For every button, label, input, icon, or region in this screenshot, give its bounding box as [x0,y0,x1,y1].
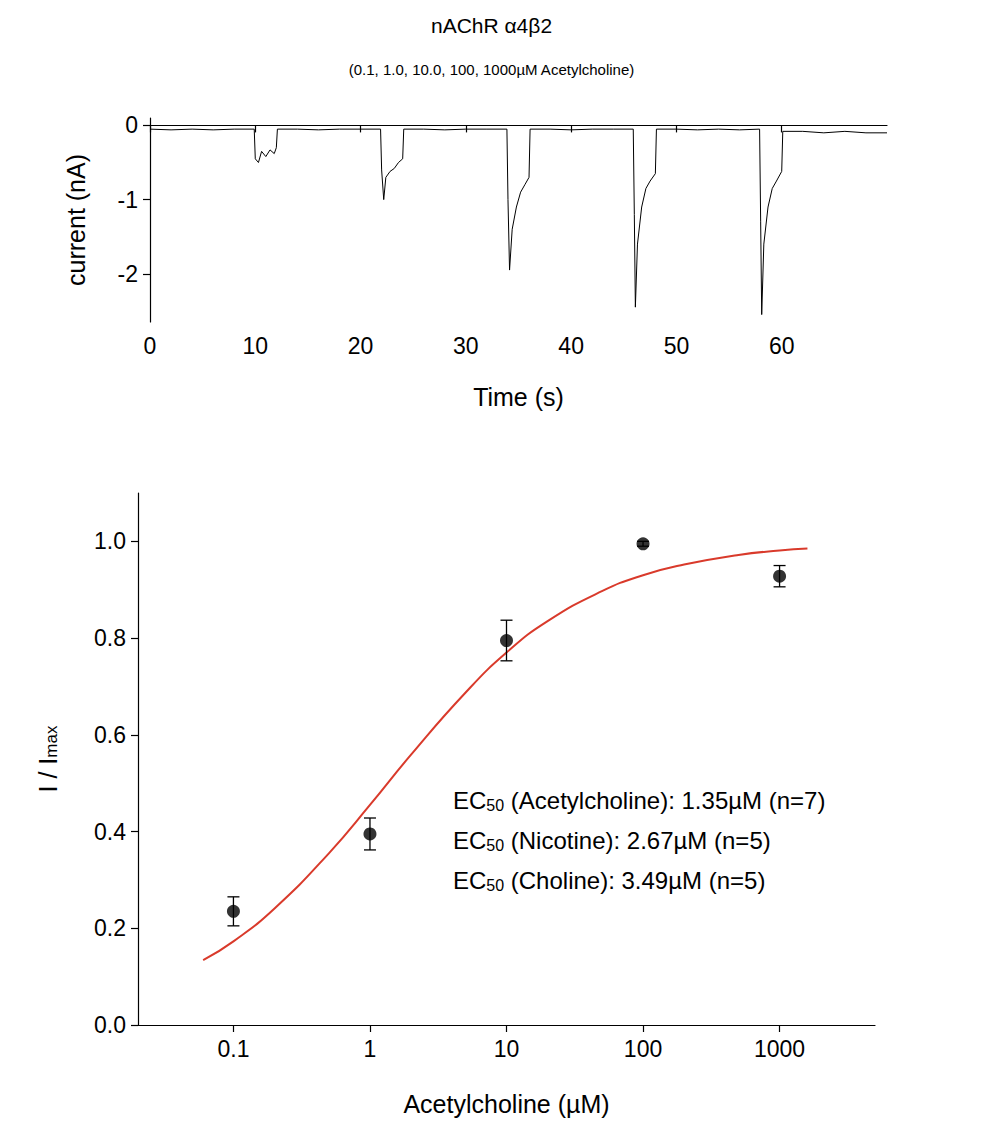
svg-text:0.8: 0.8 [94,625,126,651]
svg-text:50: 50 [664,333,690,359]
svg-text:max: max [42,725,61,758]
svg-text:EC: EC [453,827,486,854]
svg-text:1: 1 [364,1036,377,1062]
svg-text:Acetylcholine (µM): Acetylcholine (µM) [403,1090,609,1118]
svg-text:EC: EC [453,787,486,814]
svg-text:(Nicotine): 2.67µM (n=5): (Nicotine): 2.67µM (n=5) [504,827,771,854]
svg-text:50: 50 [486,837,504,854]
svg-text:(Choline): 3.49µM (n=5): (Choline): 3.49µM (n=5) [504,867,765,894]
svg-text:30: 30 [453,333,479,359]
svg-text:0.6: 0.6 [94,722,126,748]
svg-text:1000: 1000 [754,1036,805,1062]
svg-text:I / I: I / I [34,758,62,793]
svg-text:0.0: 0.0 [94,1012,126,1038]
svg-text:0: 0 [125,112,138,138]
svg-text:(0.1, 1.0, 10.0, 100, 1000µM A: (0.1, 1.0, 10.0, 100, 1000µM Acetylcholi… [349,61,634,78]
svg-text:10: 10 [494,1036,520,1062]
svg-text:-2: -2 [118,261,138,287]
svg-text:1.0: 1.0 [94,528,126,554]
svg-text:-1: -1 [118,187,138,213]
svg-text:0.1: 0.1 [217,1036,249,1062]
svg-text:0: 0 [144,333,157,359]
svg-text:nAChR α4β2: nAChR α4β2 [431,14,552,37]
svg-text:50: 50 [486,797,504,814]
svg-text:0.2: 0.2 [94,915,126,941]
svg-text:(Acetylcholine): 1.35µM (n=7): (Acetylcholine): 1.35µM (n=7) [504,787,825,814]
svg-text:Time (s): Time (s) [473,383,564,411]
svg-text:50: 50 [486,877,504,894]
svg-text:20: 20 [348,333,374,359]
svg-text:10: 10 [242,333,268,359]
svg-text:100: 100 [624,1036,662,1062]
svg-text:60: 60 [769,333,795,359]
svg-text:0.4: 0.4 [94,819,126,845]
svg-text:40: 40 [558,333,584,359]
svg-text:EC: EC [453,867,486,894]
svg-text:current (nA): current (nA) [62,154,90,286]
